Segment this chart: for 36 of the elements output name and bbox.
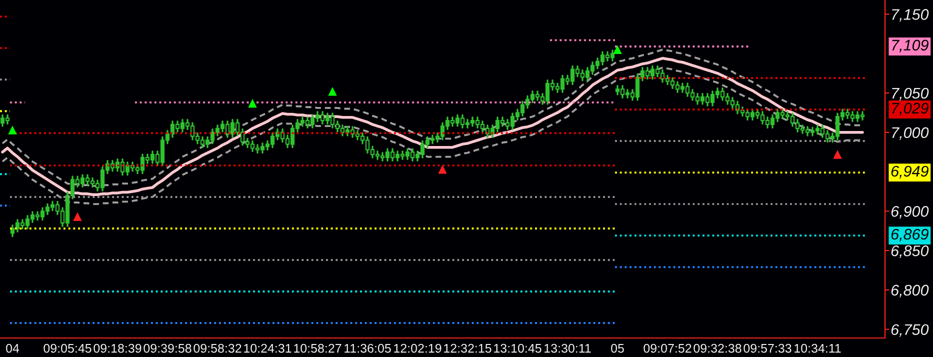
text: 7,109 — [892, 40, 928, 52]
x-tick-label: 09:57:33 — [744, 344, 792, 353]
x-tick-label: 10:58:27 — [294, 344, 342, 353]
y-tick-label: 6,750 — [891, 324, 929, 337]
x-tick-label: 12:32:15 — [444, 344, 492, 353]
x-tick-label: 09:05:45 — [44, 344, 92, 353]
series-label: 6,949 — [891, 166, 928, 178]
series-label: 6,869 — [891, 228, 928, 242]
x-tick-label: 11:36:05 — [344, 344, 391, 353]
point — [613, 45, 622, 54]
x-tick-label: 09:32:38 — [694, 344, 742, 353]
x-tick-label: 09:07:52 — [644, 344, 692, 353]
y-tick-label: 7,050 — [892, 88, 929, 100]
point — [438, 165, 447, 174]
x-tick-label: 13:30:11 — [544, 344, 591, 353]
point — [73, 212, 82, 222]
point — [8, 126, 17, 134]
y-tick-label: 6,850 — [891, 245, 929, 258]
candlestick — [10, 224, 15, 238]
x-tick-label: 12:02:19 — [394, 344, 442, 353]
x-tick-label: 09:39:58 — [144, 344, 192, 353]
y-tick-label: 7,150 — [892, 9, 929, 22]
y-tick-label: 6,800 — [891, 284, 929, 298]
x-tick-label: 05 — [611, 344, 624, 353]
x-tick-label: 09:18:39 — [94, 344, 142, 353]
x-tick-label: 04 — [6, 344, 20, 353]
x-tick-label: 09:58:32 — [194, 344, 242, 353]
point — [248, 98, 257, 108]
x-tick-label: 10:24:31 — [244, 344, 292, 353]
y-tick-label: 6,900 — [891, 206, 929, 219]
x-tick-label: 10:34:11 — [794, 344, 841, 353]
point — [328, 87, 337, 96]
point — [833, 150, 842, 159]
x-tick-label: 13:10:45 — [494, 344, 542, 353]
y-tick-label: 7,000 — [892, 127, 929, 140]
series-label: 7,029 — [892, 102, 928, 116]
